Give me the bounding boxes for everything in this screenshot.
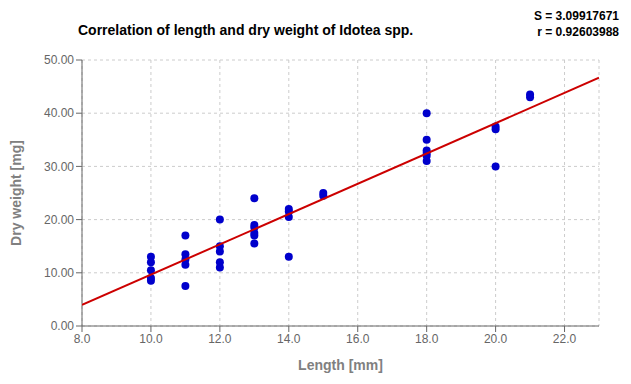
svg-text:20.00: 20.00 (44, 213, 74, 227)
svg-text:20.0: 20.0 (484, 332, 508, 346)
svg-text:Length [mm]: Length [mm] (298, 357, 383, 373)
svg-text:16.0: 16.0 (346, 332, 370, 346)
html-text:Correlation of length and dry: Correlation of length and dry weight of … (78, 22, 414, 38)
svg-text:14.0: 14.0 (277, 332, 301, 346)
svg-text:18.0: 18.0 (415, 332, 439, 346)
html-text:r = 0.92603988: r = 0.92603988 (537, 25, 619, 39)
svg-text:10.00: 10.00 (44, 266, 74, 280)
svg-text:50.00: 50.00 (44, 53, 74, 67)
svg-text:22.0: 22.0 (553, 332, 577, 346)
svg-text:8.0: 8.0 (74, 332, 91, 346)
svg-text:40.00: 40.00 (44, 106, 74, 120)
svg-text:10.0: 10.0 (139, 332, 163, 346)
svg-text:12.0: 12.0 (208, 332, 232, 346)
svg-text:30.00: 30.00 (44, 160, 74, 174)
svg-text:0.00: 0.00 (51, 319, 75, 333)
svg-text:Dry weight [mg]: Dry weight [mg] (8, 140, 24, 246)
html-text:S = 3.09917671: S = 3.09917671 (533, 9, 619, 23)
